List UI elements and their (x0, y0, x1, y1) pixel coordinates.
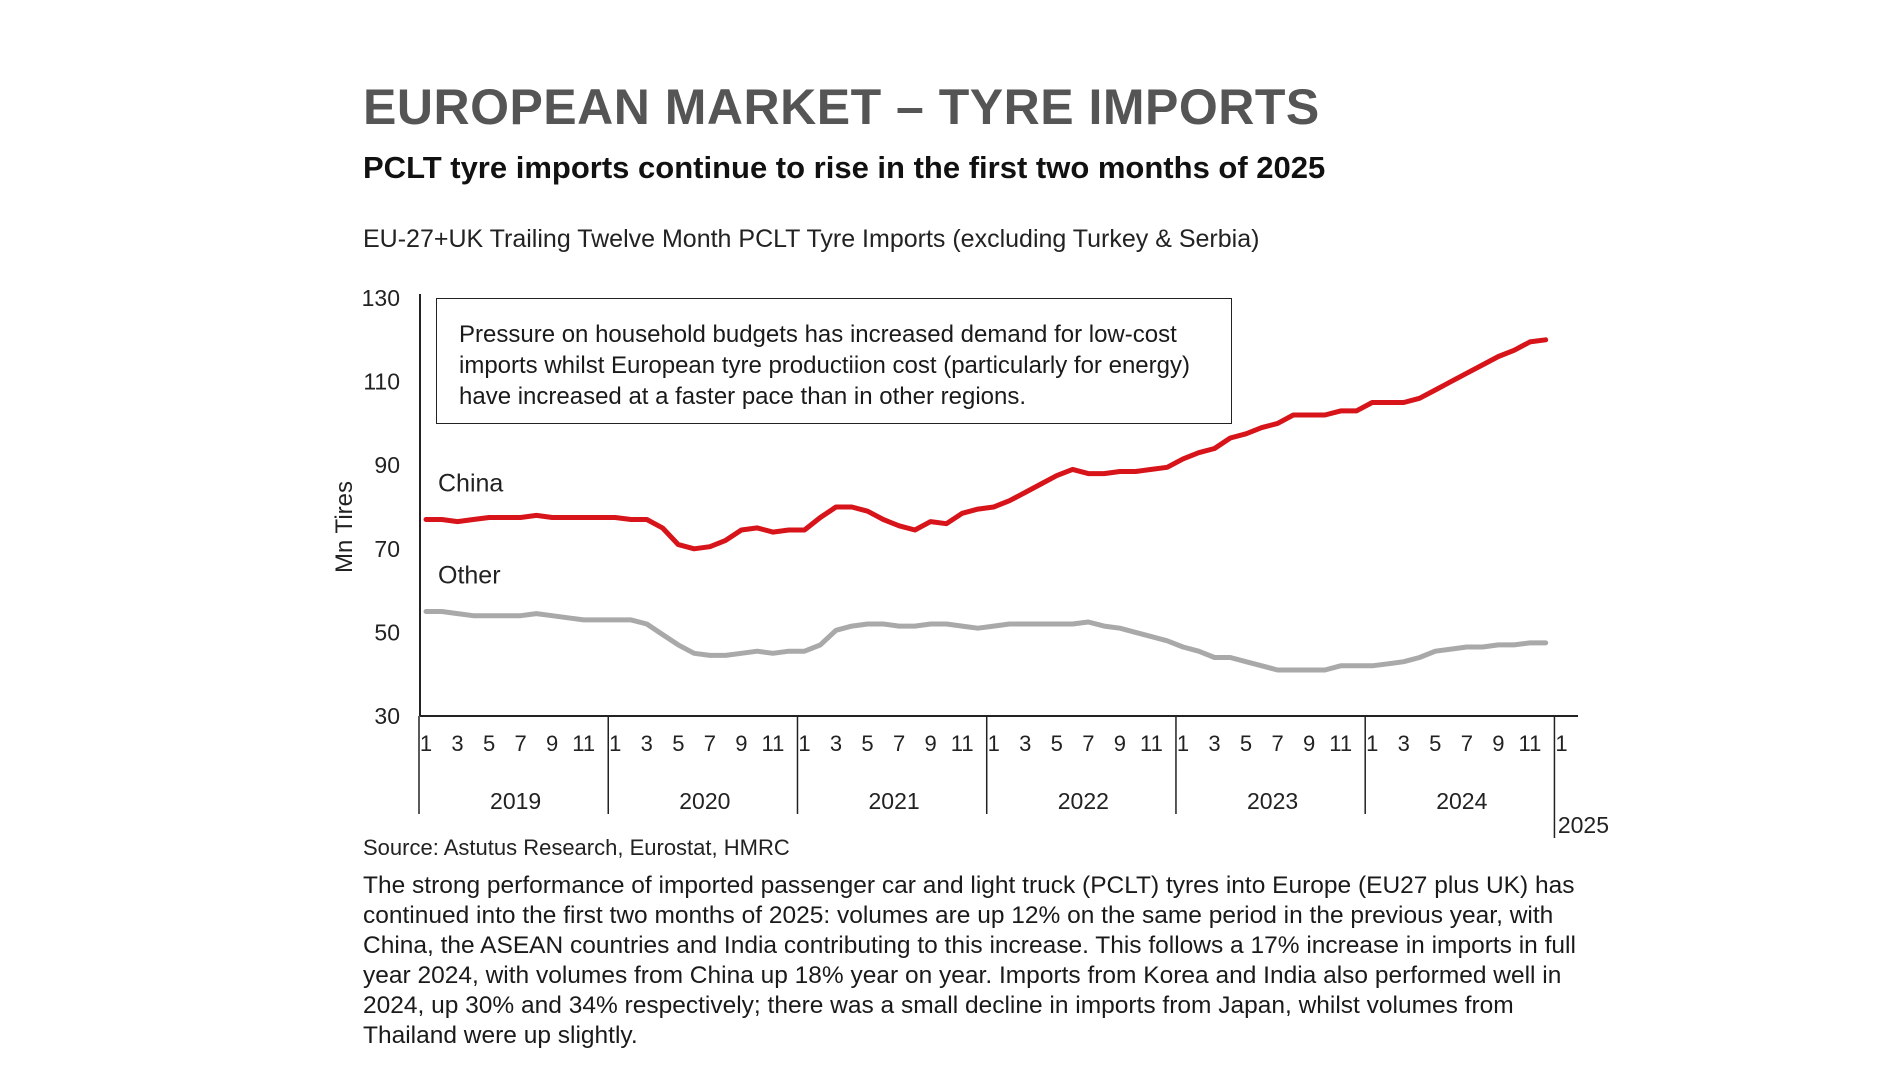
annotation-box: Pressure on household budgets has increa… (436, 298, 1232, 424)
x-tick-label: 11 (1329, 731, 1352, 756)
x-tick-label: 3 (451, 731, 463, 756)
page-title: EUROPEAN MARKET – TYRE IMPORTS (363, 79, 1320, 135)
x-tick-label: 3 (641, 731, 653, 756)
x-tick-label: 3 (1019, 731, 1031, 756)
series-labels: China Other (438, 470, 503, 590)
y-tick-label: 130 (362, 285, 400, 311)
y-tick-label: 110 (363, 369, 400, 395)
x-year-label: 2019 (490, 788, 541, 814)
x-tick-label: 9 (1303, 731, 1315, 756)
x-tick-label: 5 (1240, 731, 1252, 756)
x-tick-label: 9 (735, 731, 747, 756)
x-year-label: 2021 (869, 788, 920, 814)
x-tick-label: 11 (762, 731, 785, 756)
x-tick-label: 5 (483, 731, 495, 756)
series-lines (423, 337, 1549, 673)
x-tick-label: 1 (1366, 731, 1378, 756)
x-tick-label: 3 (1208, 731, 1220, 756)
body-paragraph: The strong performance of imported passe… (363, 872, 1576, 1049)
x-tick-label: 1 (420, 731, 432, 756)
source-note: Source: Astutus Research, Eurostat, HMRC (363, 835, 790, 860)
x-tick-label: 9 (1114, 731, 1126, 756)
y-axis: 30 50 70 90 110 130 Mn Tires (331, 285, 421, 729)
x-tick-label: 7 (1461, 731, 1473, 756)
x-year-label: 2020 (679, 788, 730, 814)
x-tick-label: 5 (1051, 731, 1063, 756)
series-line-china (423, 337, 1549, 552)
x-tick-label: 7 (704, 731, 716, 756)
x-tick-label: 7 (1082, 731, 1094, 756)
y-tick-label: 90 (374, 452, 400, 478)
x-tick-label: 11 (1518, 731, 1541, 756)
x-tick-label: 3 (1398, 731, 1410, 756)
x-tick-label: 5 (1429, 731, 1441, 756)
x-tick-label: 5 (672, 731, 684, 756)
x-year-label: 2024 (1436, 788, 1487, 814)
x-tick-label: 1 (1555, 731, 1567, 756)
x-tick-label: 7 (893, 731, 905, 756)
x-tick-label: 9 (1492, 731, 1504, 756)
x-tick-label: 9 (546, 731, 558, 756)
y-tick-label: 50 (374, 619, 400, 645)
x-tick-label: 9 (925, 731, 937, 756)
x-tick-label: 11 (1140, 731, 1163, 756)
y-axis-title: Mn Tires (331, 481, 358, 573)
x-tick-label: 11 (951, 731, 974, 756)
x-year-label: 2022 (1058, 788, 1109, 814)
x-tick-label: 3 (830, 731, 842, 756)
page-subtitle: PCLT tyre imports continue to rise in th… (363, 150, 1326, 185)
y-tick-label: 70 (374, 536, 400, 562)
series-label-other: Other (438, 562, 501, 590)
x-tick-label: 7 (1271, 731, 1283, 756)
x-year-label: 2025 (1558, 812, 1609, 838)
x-year-label: 2023 (1247, 788, 1298, 814)
y-tick-label: 30 (374, 703, 400, 729)
x-tick-label: 1 (988, 731, 1000, 756)
x-tick-label: 1 (798, 731, 810, 756)
x-tick-label: 1 (1177, 731, 1189, 756)
x-tick-label: 7 (514, 731, 526, 756)
chart-caption: EU-27+UK Trailing Twelve Month PCLT Tyre… (363, 225, 1260, 253)
series-line-other (423, 609, 1549, 673)
x-tick-label: 5 (861, 731, 873, 756)
series-label-china: China (438, 470, 503, 498)
x-tick-label: 11 (572, 731, 595, 756)
x-tick-label: 1 (609, 731, 621, 756)
